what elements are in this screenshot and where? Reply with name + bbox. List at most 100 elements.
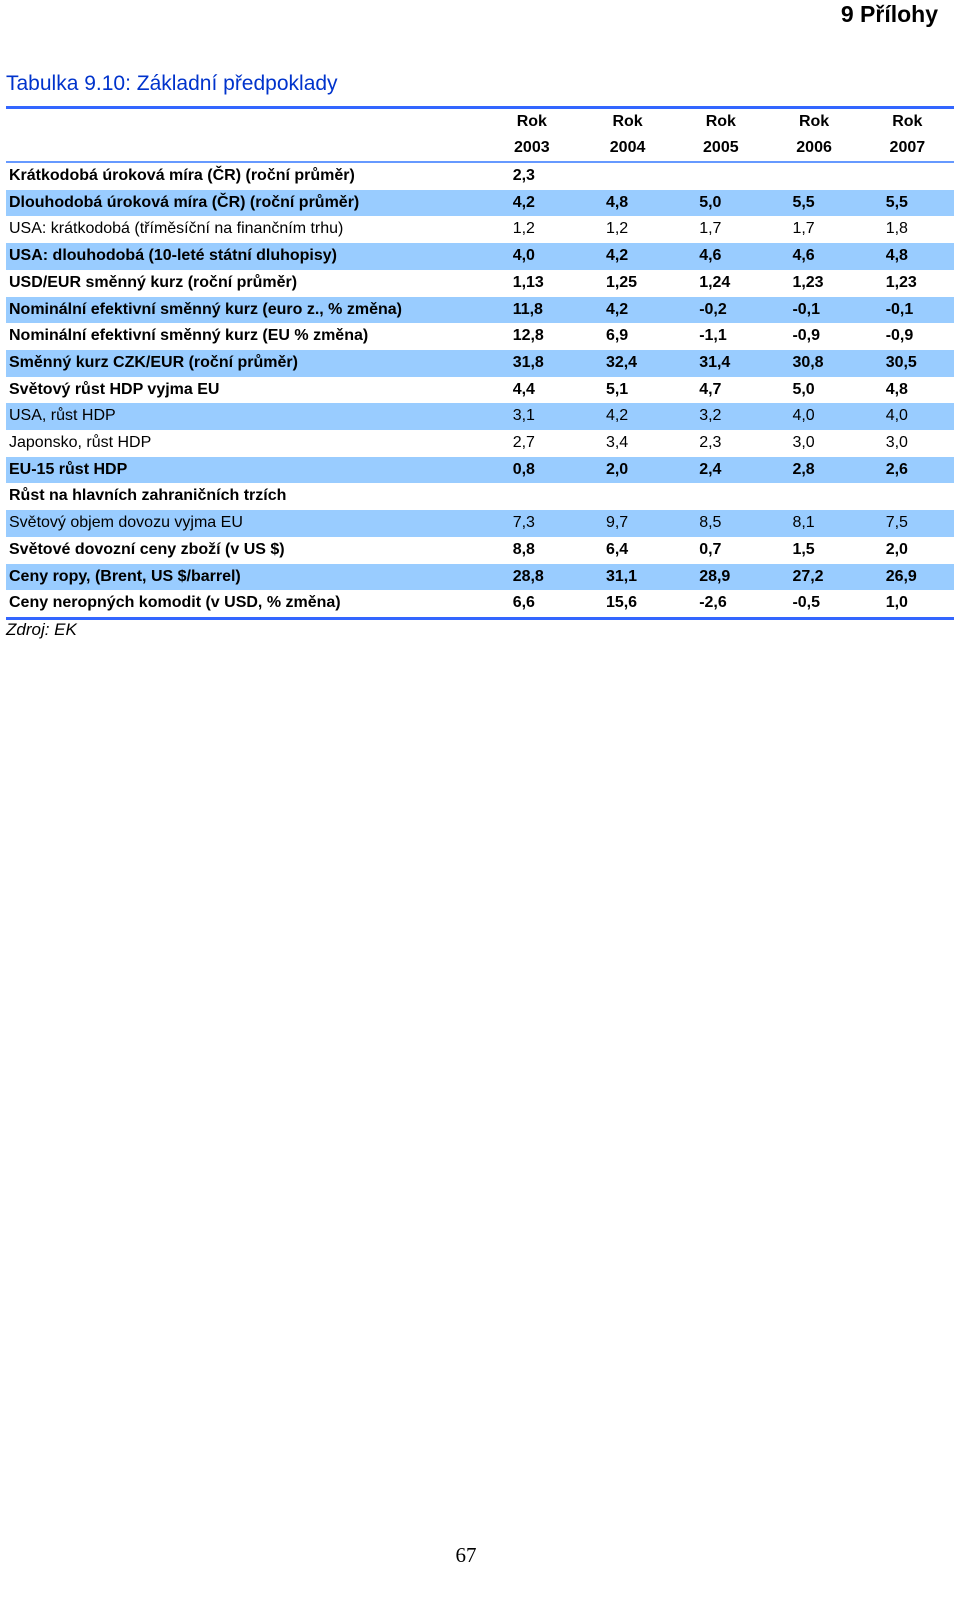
column-header-line2: 2006 (767, 135, 861, 163)
row-value: 8,8 (512, 540, 535, 558)
row-value: 3,1 (512, 407, 535, 425)
row-value: 1,24 (699, 273, 731, 291)
row-value: 1,2 (512, 220, 535, 238)
row-value: 1,7 (699, 220, 722, 238)
row-label: Růst na hlavních zahraničních trzích (9, 487, 287, 505)
row-value: 1,23 (792, 273, 824, 291)
column-header-line1: Rok (674, 106, 768, 135)
table-row: Světové dovozní ceny zboží (v US $) 8,8 6,… (6, 537, 954, 564)
table-row: Nominální efektivní směnný kurz (euro z.… (6, 296, 954, 324)
row-value: 7,5 (885, 514, 908, 532)
assumptions-table: Rok Rok Rok Rok Rok 2003 2004 2005 2006 … (6, 106, 954, 620)
row-label: Směnný kurz CZK/EUR (roční průměr) (6, 349, 483, 377)
table-row: Světový růst HDP vyjma EU 4,4 5,1 4,7 5,0 4,8 (6, 377, 954, 404)
row-value: 6,4 (605, 540, 629, 558)
row-label: USD/EUR směnný kurz (roční průměr) (9, 273, 298, 291)
row-value: 1,0 (885, 594, 908, 612)
row-value: 4,8 (885, 380, 908, 398)
column-header-line2: 2007 (860, 135, 954, 163)
column-header-line2: 2005 (674, 135, 768, 163)
row-value: 9,7 (605, 514, 629, 532)
row-value: 4,7 (699, 380, 722, 398)
table-row: Ceny neropných komodit (v USD, % změna) 6… (6, 590, 954, 620)
row-value: 3,2 (699, 407, 722, 425)
row-value: 4,2 (605, 300, 629, 318)
row-label: Ceny ropy, (Brent, US $/barrel) (6, 563, 483, 591)
table-row: Světový objem dovozu vyjma EU 7,3 9,7 8,5 8,… (6, 510, 954, 537)
row-label: USA: dlouhodobá (10-leté státní dluhopis… (6, 243, 483, 270)
row-value: -1,1 (699, 327, 727, 345)
table-caption: Tabulka 9.10: Základní předpoklady (6, 72, 338, 95)
row-value: 7,3 (512, 514, 535, 532)
row-value: 5,5 (792, 193, 815, 211)
table-row: Nominální efektivní směnný kurz (EU % zm… (6, 323, 954, 350)
row-value: 1,13 (512, 273, 544, 291)
row-value: -0,5 (792, 594, 821, 612)
table-row: Japonsko, růst HDP 2,7 3,4 2,3 3,0 3,0 (6, 430, 954, 457)
row-value: -2,6 (699, 594, 727, 612)
header-row-year-number: 2003 2004 2005 2006 2007 (6, 135, 954, 163)
row-value: 4,0 (885, 407, 908, 425)
table-row: USA: krátkodobá (tříměsíční na finančním… (6, 216, 954, 243)
table-row: USA, růst HDP 3,1 4,2 3,2 4,0 4,0 (6, 403, 954, 431)
column-header-line2: 2003 (482, 135, 581, 163)
row-value: 28,8 (512, 567, 544, 585)
row-value: 26,9 (885, 567, 917, 585)
row-value: 4,0 (792, 407, 815, 425)
row-label: Japonsko, růst HDP (9, 434, 152, 452)
row-value: 31,8 (512, 353, 544, 371)
row-value: 4,6 (699, 247, 722, 265)
row-value: 3,4 (605, 434, 629, 452)
row-value: 32,4 (605, 353, 638, 371)
table-row: EU-15 růst HDP 0,8 2,0 2,4 2,8 2,6 (6, 456, 954, 484)
row-value: 4,8 (605, 193, 629, 211)
row-value: 31,4 (699, 353, 731, 371)
row-label: Nominální efektivní směnný kurz (EU % zm… (9, 327, 369, 345)
table-row: Dlouhodobá úroková míra (ČR) (roční prům… (6, 189, 954, 217)
row-value: 1,5 (792, 540, 815, 558)
page-number: 67 (455, 1543, 477, 1567)
row-value: 31,1 (605, 567, 638, 585)
row-value: 4,2 (605, 407, 629, 425)
row-value: 1,23 (885, 273, 917, 291)
row-value: 3,0 (885, 434, 908, 452)
row-value: 30,5 (885, 353, 917, 371)
row-value: 5,5 (885, 193, 908, 211)
row-value: 11,8 (512, 300, 543, 318)
row-value: 3,0 (792, 434, 815, 452)
row-value: 2,3 (512, 167, 535, 184)
row-value: -0,9 (885, 327, 914, 345)
row-value: 1,2 (605, 220, 629, 238)
row-value: 2,0 (605, 460, 629, 478)
row-value: 4,6 (792, 247, 815, 265)
row-value: -0,1 (885, 300, 914, 318)
row-value: 5,1 (605, 380, 629, 398)
row-value: -0,2 (699, 300, 727, 318)
row-value: 2,8 (792, 460, 815, 478)
header-row-year-word: Rok Rok Rok Rok Rok (6, 106, 954, 135)
row-value: 28,9 (699, 567, 731, 585)
row-value: 0,8 (512, 460, 535, 478)
source-note: Zdroj: EK (6, 620, 77, 639)
row-label: Nominální efektivní směnný kurz (euro z.… (6, 296, 483, 324)
table-row: Směnný kurz CZK/EUR (roční průměr) 31,8 32… (6, 349, 954, 377)
row-value: 2,4 (699, 460, 722, 478)
row-value: 6,9 (605, 327, 629, 345)
row-value: 4,0 (512, 247, 535, 265)
table-row: USD/EUR směnný kurz (roční průměr) 1,13 1,… (6, 270, 954, 297)
row-label: USA: krátkodobá (tříměsíční na finančním… (9, 220, 344, 238)
row-label: EU-15 růst HDP (6, 456, 483, 484)
row-value: 4,4 (512, 380, 535, 398)
row-label: Dlouhodobá úroková míra (ČR) (roční prům… (6, 189, 483, 217)
column-header-line1: Rok (580, 106, 675, 135)
column-header-line1: Rok (767, 106, 861, 135)
row-label: Světový objem dovozu vyjma EU (6, 510, 483, 537)
row-value: 2,6 (885, 460, 908, 478)
row-value: 2,3 (699, 434, 722, 452)
row-label: Ceny neropných komodit (v USD, % změna) (6, 590, 483, 620)
chapter-heading: 9 Přílohy (840, 1, 938, 27)
row-label: Světové dovozní ceny zboží (v US $) (9, 540, 285, 558)
row-value: 30,8 (792, 353, 824, 371)
row-value: 5,0 (792, 380, 815, 398)
row-value: -0,1 (792, 300, 821, 318)
